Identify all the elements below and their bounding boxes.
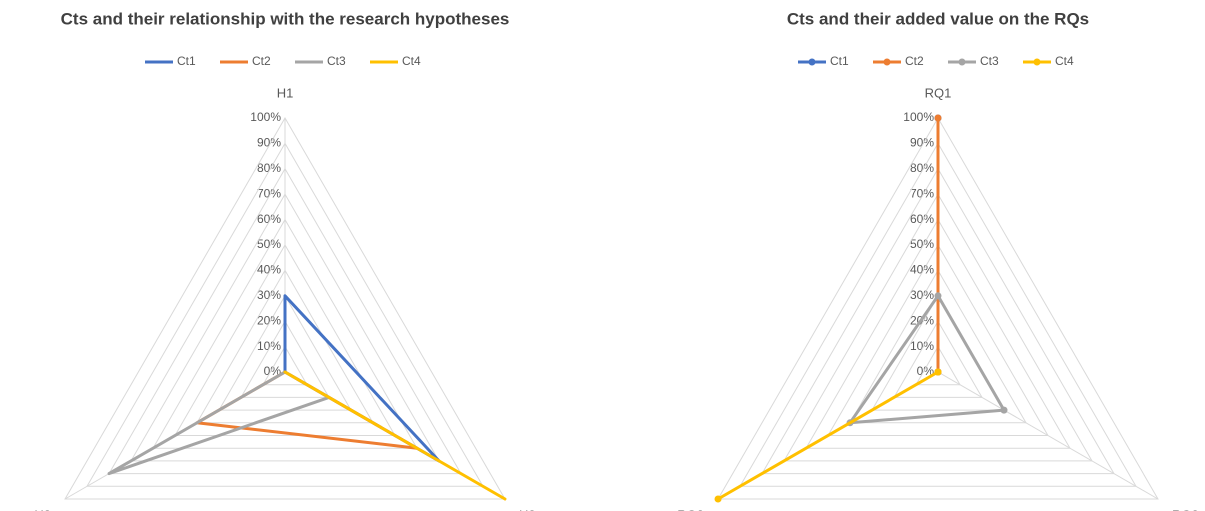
grid-line: [240, 320, 330, 398]
grid-line: [262, 345, 308, 386]
legend-marker: [958, 58, 966, 66]
marker: [934, 292, 942, 300]
r-tick-label: 30%: [910, 288, 934, 302]
r-tick-label: 30%: [257, 288, 281, 302]
legend-label: Ct4: [402, 54, 421, 68]
category-label: H3: [34, 507, 51, 511]
grid-line: [915, 345, 961, 386]
grid-line: [152, 218, 418, 449]
spoke: [937, 371, 1159, 500]
legend-label: Ct1: [830, 54, 849, 68]
r-tick-label: 10%: [257, 339, 281, 353]
r-tick-label: 50%: [257, 237, 281, 251]
grid-line: [849, 269, 1027, 424]
legend-label: Ct2: [252, 54, 271, 68]
legend-label: Ct1: [177, 54, 196, 68]
marker: [714, 495, 722, 503]
legend-label: Ct3: [327, 54, 346, 68]
category-label: RQ1: [925, 85, 952, 100]
r-tick-label: 90%: [257, 136, 281, 150]
r-tick-label: 20%: [257, 313, 281, 327]
r-tick-label: 80%: [257, 161, 281, 175]
r-tick-label: 50%: [910, 237, 934, 251]
grid-line: [805, 218, 1071, 449]
legend-label: Ct4: [1055, 54, 1074, 68]
r-tick-label: 100%: [250, 110, 281, 124]
marker: [1000, 406, 1008, 414]
r-tick-label: 40%: [257, 263, 281, 277]
grid-line: [108, 167, 462, 475]
chart-title: Cts and their added value on the RQs: [787, 9, 1089, 28]
r-tick-label: 80%: [910, 161, 934, 175]
category-label: RQ2: [1172, 507, 1199, 511]
r-tick-label: 60%: [257, 212, 281, 226]
r-tick-label: 40%: [910, 263, 934, 277]
r-tick-label: 90%: [910, 136, 934, 150]
category-label: H2: [519, 507, 536, 511]
grid-line: [174, 244, 396, 436]
grid-line: [717, 117, 1159, 500]
r-tick-label: 0%: [264, 364, 282, 378]
grid-line: [739, 142, 1137, 487]
legend-label: Ct2: [905, 54, 924, 68]
r-tick-label: 60%: [910, 212, 934, 226]
grid-line: [218, 294, 352, 411]
category-label: H1: [277, 85, 294, 100]
marker: [934, 114, 942, 122]
grid-line: [893, 320, 983, 398]
r-tick-label: 100%: [903, 110, 934, 124]
grid-line: [196, 269, 374, 424]
legend-label: Ct3: [980, 54, 999, 68]
grid-line: [783, 193, 1093, 462]
grid-line: [130, 193, 440, 462]
chart-title: Cts and their relationship with the rese…: [61, 9, 510, 28]
r-tick-label: 10%: [910, 339, 934, 353]
category-label: RQ3: [677, 507, 704, 511]
r-tick-label: 70%: [257, 186, 281, 200]
series-line: [848, 294, 1006, 425]
r-tick-label: 0%: [917, 364, 935, 378]
grid-line: [761, 167, 1115, 475]
series-line: [283, 370, 507, 501]
grid-line: [86, 142, 484, 487]
legend-marker: [808, 58, 816, 66]
grid-line: [827, 244, 1049, 436]
grid-line: [64, 117, 506, 500]
legend-marker: [883, 58, 891, 66]
r-tick-label: 70%: [910, 186, 934, 200]
legend-marker: [1033, 58, 1041, 66]
marker: [934, 368, 942, 376]
